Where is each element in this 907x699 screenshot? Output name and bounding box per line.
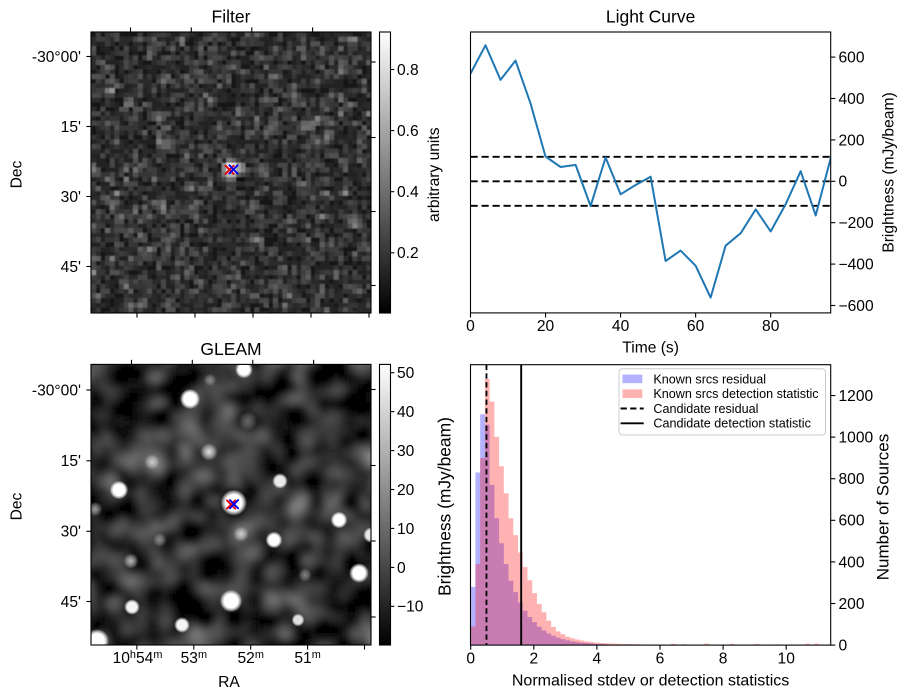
svg-text:200: 200 — [839, 596, 865, 613]
svg-text:400: 400 — [839, 554, 865, 571]
svg-text:15': 15' — [61, 453, 81, 470]
svg-text:15': 15' — [61, 119, 81, 136]
svg-text:Candidate detection statistic: Candidate detection statistic — [653, 417, 811, 431]
svg-text:6: 6 — [656, 650, 665, 667]
svg-text:0.4: 0.4 — [397, 184, 419, 201]
svg-text:20: 20 — [537, 318, 555, 335]
svg-text:0: 0 — [839, 638, 848, 655]
svg-text:600: 600 — [839, 50, 865, 67]
svg-text:arbitrary units: arbitrary units — [426, 127, 443, 222]
svg-text:Number of Sources: Number of Sources — [873, 434, 892, 580]
svg-text:1000: 1000 — [839, 430, 874, 447]
svg-text:Dec: Dec — [9, 160, 26, 188]
svg-text:60: 60 — [687, 318, 705, 335]
svg-text:−600: −600 — [839, 298, 874, 315]
svg-text:40: 40 — [612, 318, 630, 335]
svg-text:Known srcs detection statistic: Known srcs detection statistic — [653, 387, 818, 401]
svg-text:−400: −400 — [839, 257, 874, 274]
svg-text:Brightness (mJy/beam): Brightness (mJy/beam) — [881, 92, 898, 252]
svg-text:10: 10 — [778, 650, 796, 667]
svg-text:0: 0 — [466, 650, 475, 667]
svg-text:Time (s): Time (s) — [622, 340, 679, 357]
svg-text:400: 400 — [839, 91, 865, 108]
svg-text:-30°00': -30°00' — [32, 49, 81, 66]
svg-text:30: 30 — [397, 443, 415, 460]
svg-text:Filter: Filter — [212, 7, 251, 27]
svg-text:2: 2 — [529, 650, 538, 667]
svg-text:Known srcs residual: Known srcs residual — [653, 372, 766, 386]
svg-text:−200: −200 — [839, 215, 874, 232]
svg-text:0.2: 0.2 — [397, 245, 419, 262]
svg-text:800: 800 — [839, 471, 865, 488]
svg-text:45': 45' — [61, 259, 81, 276]
svg-text:0.8: 0.8 — [397, 62, 419, 79]
svg-text:30': 30' — [61, 189, 81, 206]
svg-text:Dec: Dec — [9, 492, 26, 520]
svg-text:30': 30' — [61, 524, 81, 541]
svg-text:200: 200 — [839, 132, 865, 149]
svg-text:0: 0 — [839, 174, 848, 191]
svg-text:GLEAM: GLEAM — [200, 339, 261, 359]
svg-text:4: 4 — [593, 650, 602, 667]
svg-text:0: 0 — [466, 318, 475, 335]
svg-text:45': 45' — [61, 594, 81, 611]
svg-text:Candidate residual: Candidate residual — [653, 402, 758, 416]
svg-text:10h54m: 10h54m — [113, 649, 163, 667]
svg-text:-30°00': -30°00' — [32, 382, 81, 399]
svg-text:600: 600 — [839, 513, 865, 530]
svg-text:50: 50 — [397, 365, 415, 382]
svg-text:RA: RA — [218, 674, 240, 691]
svg-text:0.6: 0.6 — [397, 123, 419, 140]
svg-text:Brightness (mJy/beam): Brightness (mJy/beam) — [435, 417, 455, 596]
svg-text:Light Curve: Light Curve — [606, 7, 696, 27]
svg-text:0: 0 — [397, 560, 406, 577]
svg-text:1200: 1200 — [839, 388, 874, 405]
svg-text:40: 40 — [397, 404, 415, 421]
svg-text:80: 80 — [762, 318, 780, 335]
svg-text:10: 10 — [397, 521, 415, 538]
svg-text:8: 8 — [719, 650, 728, 667]
svg-text:20: 20 — [397, 482, 415, 499]
svg-text:Normalised stdev or detection: Normalised stdev or detection statistics — [512, 672, 789, 689]
svg-text:−10: −10 — [397, 599, 424, 616]
